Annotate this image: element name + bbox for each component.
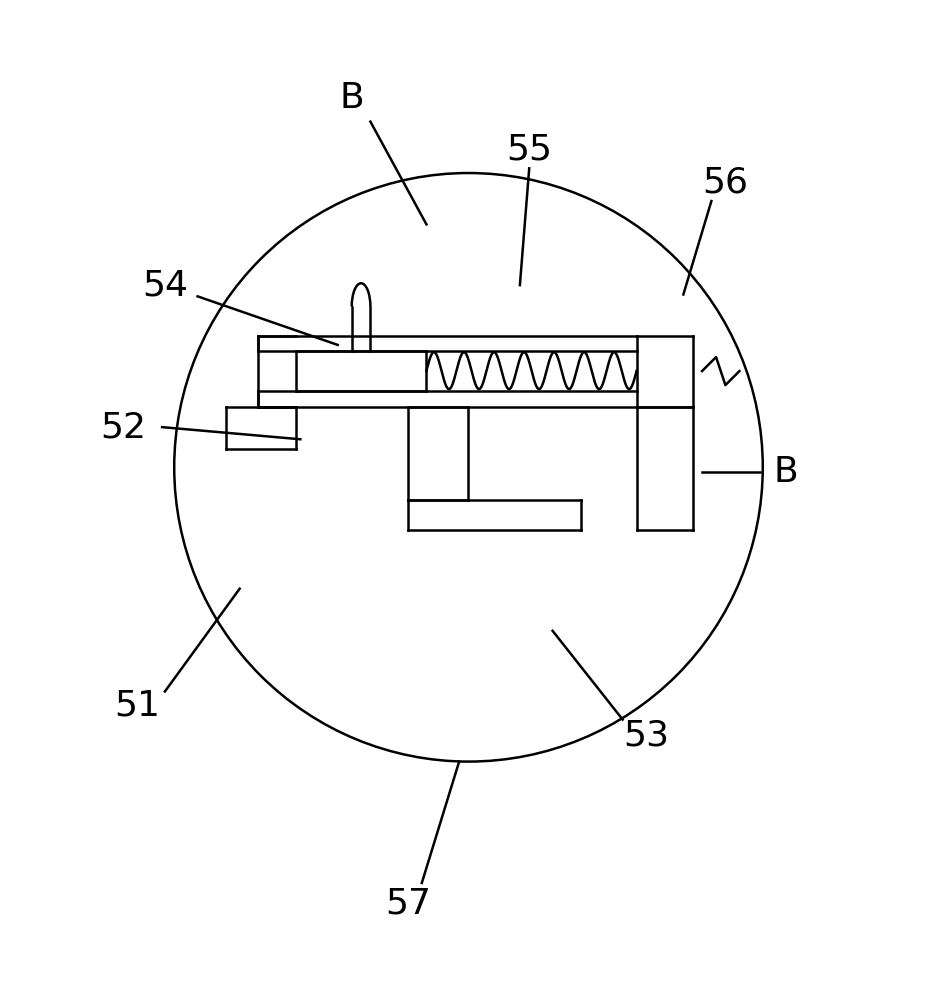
Text: B: B (339, 81, 364, 115)
Text: 55: 55 (505, 133, 551, 167)
Text: 54: 54 (141, 268, 188, 302)
Text: 51: 51 (114, 689, 160, 723)
Text: 52: 52 (100, 410, 146, 444)
Text: 53: 53 (622, 718, 668, 752)
Text: B: B (773, 455, 797, 489)
Text: 56: 56 (702, 165, 748, 199)
Text: 57: 57 (385, 887, 431, 921)
